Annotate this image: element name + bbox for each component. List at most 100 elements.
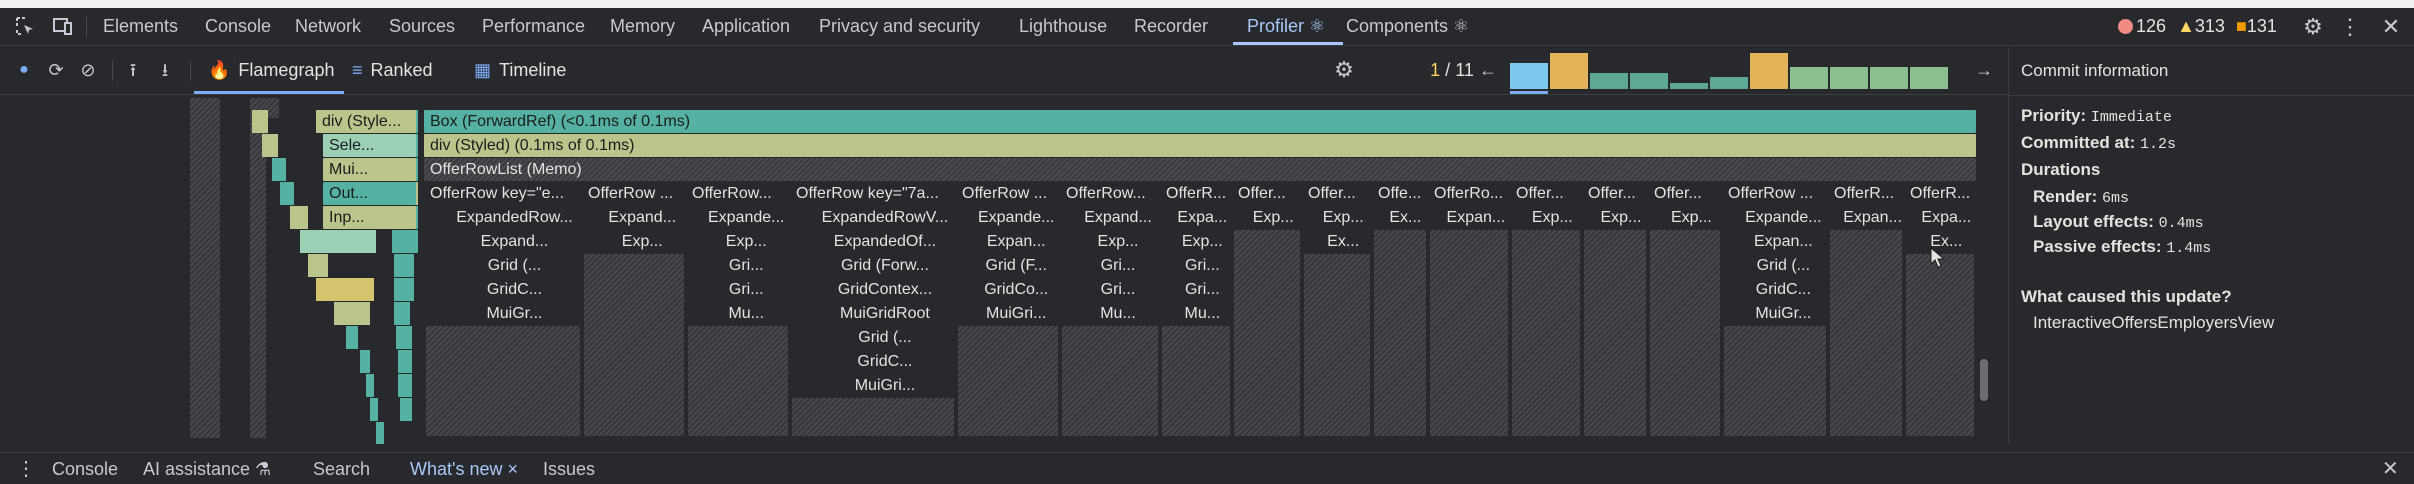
commit-bar[interactable] [1870,67,1908,89]
flame-node-offer-row[interactable]: GridC... [857,353,913,370]
commit-bar[interactable] [1830,67,1868,89]
flame-node-left[interactable]: div (Style... [316,110,416,133]
clear-profile-icon[interactable]: ⊘ [80,60,96,80]
flame-node[interactable] [398,374,412,397]
flame-node-offer-row[interactable]: MuiGri... [986,305,1047,322]
flame-node-offer-row[interactable]: Mu... [1184,305,1221,322]
flame-node[interactable] [394,302,410,325]
flame-node-offer-row[interactable]: OfferRow ... [588,185,674,202]
flame-node[interactable] [360,350,370,373]
flame-node[interactable] [376,422,384,444]
flame-node-offer-row[interactable]: Expande... [977,209,1055,226]
flame-node-offer-row[interactable]: Expand... [608,209,677,226]
flame-node-offer-row[interactable]: Expan... [1754,233,1813,250]
flame-node-offer-row[interactable]: Expa... [1921,209,1972,226]
flame-node-offer-row[interactable]: OfferRo... [1434,185,1504,202]
flame-node-offer-row[interactable]: Exp... [1670,209,1712,226]
flame-node-offer-row[interactable]: Gri... [1100,257,1136,274]
update-cause-component[interactable]: InteractiveOffersEmployersView [2033,313,2275,332]
commit-bar-chart[interactable] [1510,53,1956,89]
flame-node-left[interactable]: Sele... [323,134,416,157]
flame-node-offer-row[interactable]: Exp... [1600,209,1642,226]
flame-node-offer-row[interactable]: Mu... [1100,305,1136,322]
flame-node-offer-row[interactable]: Exp... [1322,209,1364,226]
flame-node-main[interactable]: div (Styled) (0.1ms of 0.1ms) [424,134,1976,157]
flame-node[interactable] [316,230,376,253]
flame-node-offer-row[interactable]: OfferRow ... [962,185,1048,202]
flame-node[interactable] [290,206,308,229]
flame-node-offer-row[interactable]: Ex... [1389,209,1422,226]
flame-node-offer-row[interactable]: OfferRow key="7a... [796,185,939,202]
tab-components[interactable]: Components ⚛ [1346,16,1470,36]
flame-node-main[interactable]: OfferRowList (Memo) [424,158,1976,181]
flame-node-offer-row[interactable]: MuiGri... [854,377,916,394]
flame-node-offer-row[interactable]: GridCo... [984,281,1049,298]
tab-sources[interactable]: Sources [389,16,456,36]
flame-node-offer-row[interactable]: ExpandedRow... [456,209,573,226]
flame-node-offer-row[interactable]: Grid (... [487,257,542,274]
flame-node-offer-row[interactable]: OfferRow... [692,185,772,202]
commit-bar[interactable] [1630,73,1668,89]
tab-elements[interactable]: Elements [103,16,179,36]
flame-node-offer-row[interactable]: ExpandedRowV... [821,209,949,226]
reload-profile-icon[interactable]: ⟳ [48,60,64,80]
commit-bar[interactable] [1910,67,1948,89]
flame-node[interactable] [396,326,412,349]
flame-node-offer-row[interactable]: OfferR... [1834,185,1895,202]
flame-node[interactable] [366,374,374,397]
flame-node-offer-row[interactable]: Gri... [728,257,764,274]
flame-node[interactable] [400,398,412,421]
flame-node-offer-row[interactable]: Expande... [1745,209,1822,226]
tab-application[interactable]: Application [702,16,791,36]
flame-node-offer-row[interactable]: Exp... [1252,209,1294,226]
settings-gear-icon[interactable]: ⚙ [2303,14,2323,39]
flame-node[interactable] [340,302,370,325]
tab-network[interactable]: Network [295,16,362,36]
tab-privacy[interactable]: Privacy and security [819,16,981,36]
tab-performance[interactable]: Performance [482,16,586,36]
tab-memory[interactable]: Memory [610,16,676,36]
flame-node-offer-row[interactable]: OfferR... [1166,185,1227,202]
flame-node[interactable] [308,254,328,277]
tab-console[interactable]: Console [205,16,272,36]
flame-node[interactable] [280,182,294,205]
previous-commit-icon[interactable]: ← [1479,60,1497,80]
flame-node-left[interactable]: Mui... [323,158,416,181]
tab-lighthouse[interactable]: Lighthouse [1019,16,1108,36]
flame-node-offer-row[interactable]: Offer... [1588,185,1636,202]
flame-node[interactable] [394,278,414,301]
close-drawer-icon[interactable]: ✕ [2382,458,2399,480]
tab-recorder[interactable]: Recorder [1134,16,1209,36]
flame-node-offer-row[interactable]: Expan... [1446,209,1506,226]
flame-node-offer-row[interactable]: Exp... [1531,209,1573,226]
flame-node-offer-row[interactable]: Exp... [725,233,767,250]
flame-node-offer-row[interactable]: OfferR... [1910,185,1971,202]
flame-node[interactable] [392,230,418,253]
flame-node-offer-row[interactable]: Grid (Forw... [840,257,929,274]
device-toolbar-icon[interactable] [48,8,78,45]
flame-node-offer-row[interactable]: OfferRow ... [1728,185,1814,202]
save-profile-icon[interactable]: ⭳ [161,60,169,80]
flame-node-main[interactable]: Box (ForwardRef) (<0.1ms of 0.1ms) [424,110,1976,133]
flame-node-offer-row[interactable]: OfferRow... [1066,185,1146,202]
flame-node-offer-row[interactable]: Gri... [1100,281,1136,298]
flame-node-offer-row[interactable]: MuiGridRoot [840,305,930,322]
flamegraph-scrollbar[interactable] [1980,359,1988,401]
flame-node-offer-row[interactable]: Exp... [1181,233,1223,250]
flame-node[interactable] [370,398,378,421]
flame-node-offer-row[interactable]: Expan... [986,233,1046,250]
flame-node-offer-row[interactable]: Offer... [1654,185,1702,202]
flame-node-offer-row[interactable]: Offer... [1238,185,1286,202]
flame-node-offer-row[interactable]: Grid (... [1756,257,1811,274]
flame-node-offer-row[interactable]: Exp... [621,233,663,250]
drawer-tab-issues[interactable]: Issues [543,459,596,479]
commit-bar[interactable] [1790,67,1828,89]
flame-node-offer-row[interactable]: Ex... [1930,233,1963,250]
flame-node-offer-row[interactable]: Expan... [1843,209,1902,226]
flame-node-offer-row[interactable]: MuiGr... [486,305,543,322]
flame-node-offer-row[interactable]: Offe... [1378,185,1422,202]
drawer-tab-search[interactable]: Search [313,459,371,479]
flame-node-offer-row[interactable]: Mu... [728,305,764,322]
flame-node-offer-row[interactable]: Exp... [1097,233,1139,250]
flame-node-offer-row[interactable]: Grid (F... [985,257,1047,274]
